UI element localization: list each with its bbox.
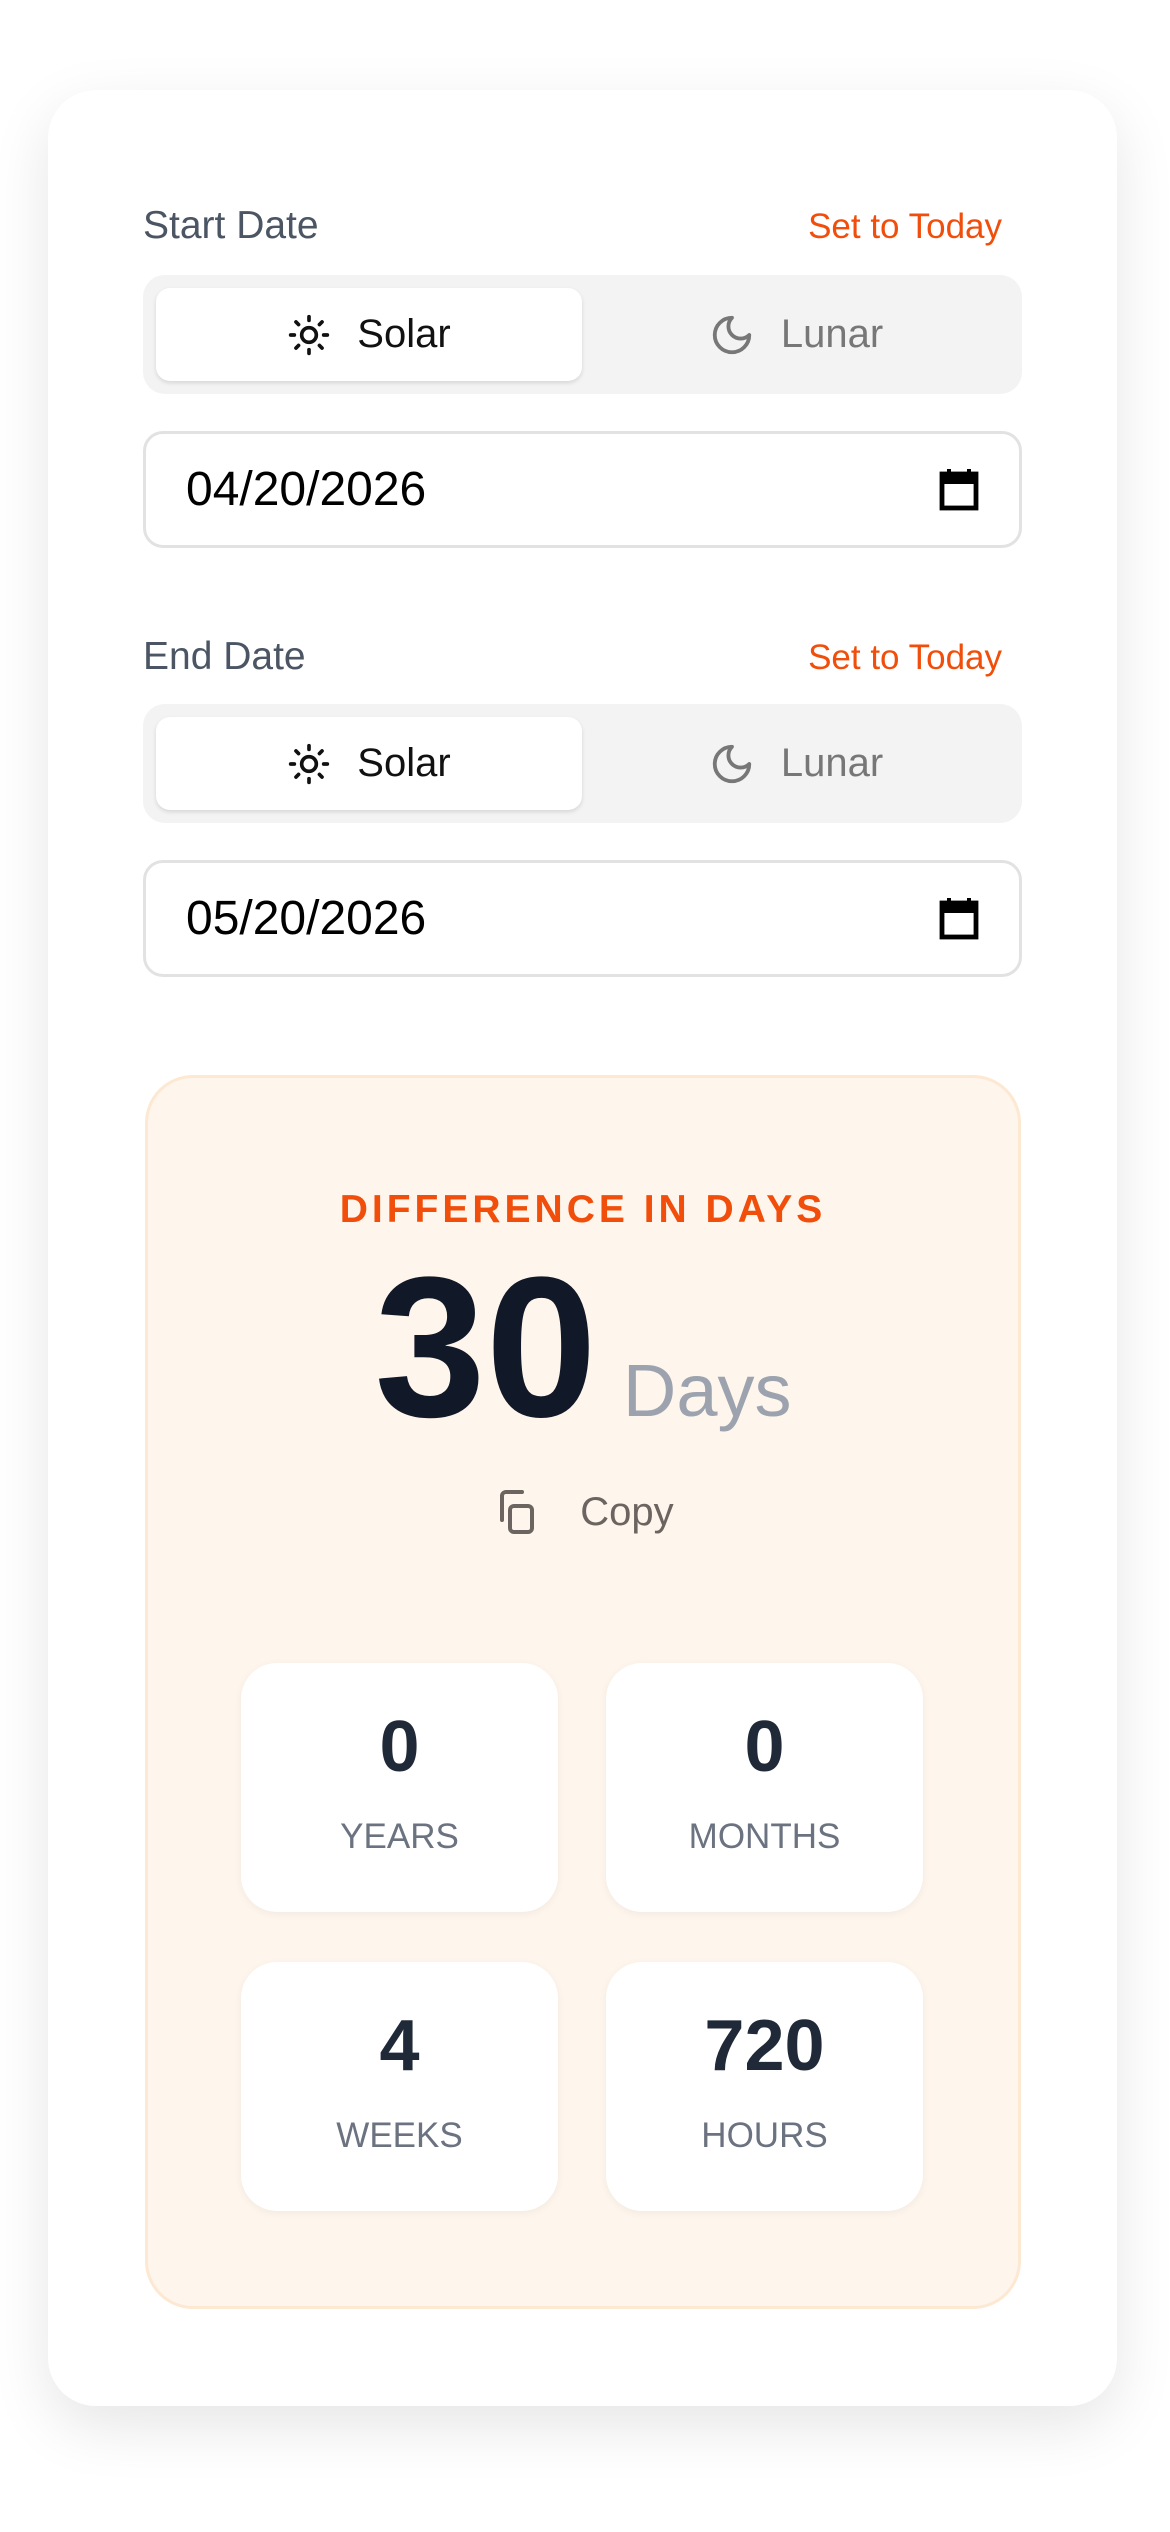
moon-icon bbox=[712, 744, 752, 783]
stat-value: 4 bbox=[379, 2006, 420, 2086]
start-date-input[interactable]: 04/20/2026 bbox=[143, 431, 1022, 548]
result-title: DIFFERENCE IN DAYS bbox=[339, 1188, 827, 1231]
stat-value: 720 bbox=[704, 2006, 825, 2086]
copy-label: Copy bbox=[580, 1489, 674, 1534]
end-date-label: End Date bbox=[143, 635, 306, 678]
end-date-value: 05/20/2026 bbox=[186, 892, 427, 945]
sun-icon bbox=[289, 314, 330, 355]
moon-icon bbox=[712, 315, 752, 354]
calendar-icon[interactable] bbox=[939, 468, 979, 512]
days-value: 30 bbox=[374, 1236, 597, 1459]
stat-hours: 720 HOURS bbox=[606, 1962, 923, 2211]
stat-months: 0 MONTHS bbox=[606, 1663, 923, 1912]
result-panel: DIFFERENCE IN DAYS 30 Days Copy 0 YEARS … bbox=[145, 1075, 1021, 2309]
start-lunar-tab[interactable]: Lunar bbox=[583, 288, 1009, 381]
start-set-today-button[interactable]: Set to Today bbox=[808, 207, 1002, 246]
calendar-icon[interactable] bbox=[939, 897, 979, 941]
start-calendar-toggle: Solar Lunar bbox=[143, 275, 1022, 394]
stat-weeks: 4 WEEKS bbox=[241, 1962, 558, 2211]
days-unit: Days bbox=[622, 1349, 792, 1432]
start-date-value: 04/20/2026 bbox=[186, 463, 427, 516]
start-lunar-label: Lunar bbox=[780, 312, 884, 356]
stat-label: YEARS bbox=[340, 1817, 459, 1856]
end-solar-tab[interactable]: Solar bbox=[156, 717, 582, 810]
stat-value: 0 bbox=[379, 1707, 420, 1787]
end-calendar-toggle: Solar Lunar bbox=[143, 704, 1022, 823]
days-difference: 30 Days bbox=[148, 1248, 1018, 1448]
end-lunar-label: Lunar bbox=[780, 741, 884, 785]
start-solar-label: Solar bbox=[357, 312, 451, 356]
sun-icon bbox=[289, 743, 330, 784]
stat-years: 0 YEARS bbox=[241, 1663, 558, 1912]
stat-label: WEEKS bbox=[336, 2116, 463, 2155]
end-solar-label: Solar bbox=[357, 741, 451, 785]
end-date-input[interactable]: 05/20/2026 bbox=[143, 860, 1022, 977]
end-set-today-button[interactable]: Set to Today bbox=[808, 638, 1002, 677]
stat-label: HOURS bbox=[701, 2116, 828, 2155]
copy-button[interactable]: Copy bbox=[148, 1488, 1018, 1536]
copy-icon bbox=[500, 1490, 535, 1534]
start-date-label: Start Date bbox=[143, 204, 319, 247]
end-lunar-tab[interactable]: Lunar bbox=[583, 717, 1009, 810]
stat-value: 0 bbox=[744, 1707, 785, 1787]
stat-label: MONTHS bbox=[688, 1817, 841, 1856]
start-solar-tab[interactable]: Solar bbox=[156, 288, 582, 381]
